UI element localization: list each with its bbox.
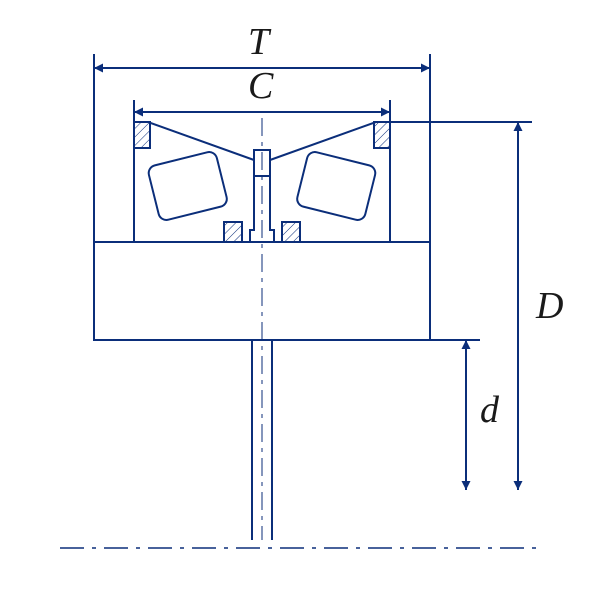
dimension-label-D: D bbox=[536, 284, 563, 328]
bearing-cross-section-diagram: T C D d bbox=[0, 0, 600, 600]
dimension-label-T: T bbox=[248, 20, 269, 64]
diagram-svg bbox=[0, 0, 600, 600]
dimension-label-d: d bbox=[480, 388, 499, 432]
dimension-label-C: C bbox=[248, 64, 273, 108]
